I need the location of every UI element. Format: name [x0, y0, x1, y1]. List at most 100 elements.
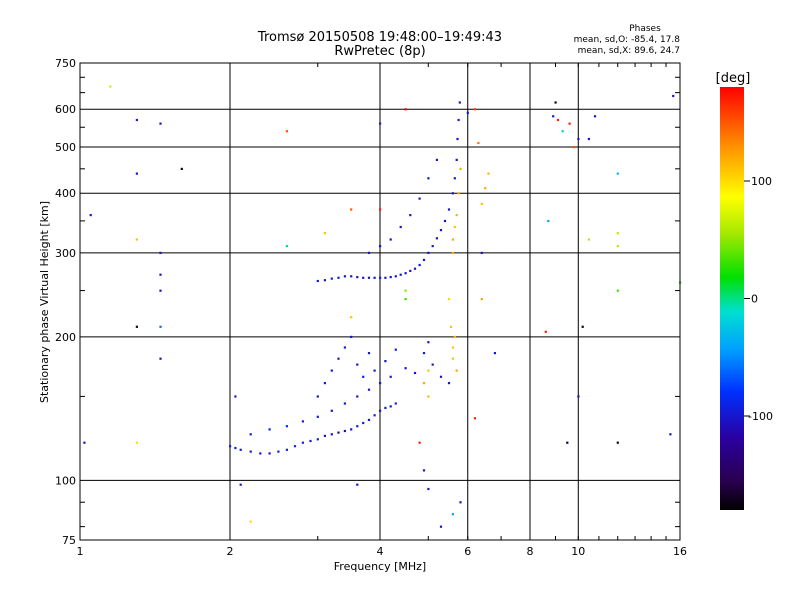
data-point	[561, 130, 564, 133]
data-point	[249, 520, 252, 523]
data-point	[552, 115, 555, 118]
data-point	[379, 245, 382, 248]
data-point	[473, 417, 476, 420]
data-point	[343, 402, 346, 405]
data-point	[293, 445, 297, 448]
data-point	[135, 325, 138, 328]
colorbar-tick-label: 100	[751, 175, 772, 188]
data-point	[616, 289, 619, 292]
data-point	[301, 441, 304, 444]
data-point	[379, 409, 382, 412]
data-point	[487, 172, 490, 175]
data-point	[404, 298, 407, 301]
data-point	[285, 448, 288, 451]
data-point	[285, 130, 288, 133]
data-point	[451, 192, 454, 195]
data-point	[456, 137, 459, 141]
data-point	[323, 382, 326, 385]
data-point	[159, 357, 162, 360]
colorbar: [deg] 100 0 -100	[716, 71, 773, 510]
colorbar-ticks: 100 0 -100	[744, 175, 773, 423]
data-point	[443, 219, 447, 223]
data-point	[616, 245, 619, 248]
data-point	[367, 251, 371, 254]
data-point	[350, 316, 353, 319]
y-tick-label: 300	[55, 247, 76, 260]
data-point	[616, 441, 619, 444]
data-point	[566, 441, 569, 444]
data-point	[404, 272, 407, 275]
x-tick-label: 1	[77, 545, 84, 558]
data-point	[109, 85, 112, 88]
data-point	[389, 375, 392, 378]
data-point	[356, 276, 359, 279]
data-point	[435, 158, 438, 161]
data-point	[399, 273, 402, 276]
data-point	[135, 118, 138, 122]
data-point	[427, 395, 430, 398]
data-point	[458, 101, 461, 104]
data-point	[577, 395, 580, 398]
data-point	[159, 289, 162, 292]
data-point	[453, 177, 456, 180]
data-point	[323, 434, 326, 437]
data-point	[451, 238, 454, 241]
data-point	[453, 335, 456, 338]
data-point	[672, 94, 675, 98]
data-point	[384, 360, 387, 363]
data-point	[409, 269, 412, 272]
data-point	[457, 192, 460, 195]
data-point	[439, 229, 443, 232]
data-point	[268, 452, 271, 455]
data-point	[451, 346, 454, 349]
y-tick-label: 200	[55, 331, 76, 344]
data-point	[316, 438, 319, 441]
data-point	[427, 341, 430, 344]
data-point	[367, 352, 371, 355]
data-point	[493, 352, 496, 355]
data-point	[418, 197, 421, 200]
data-point	[373, 414, 376, 417]
data-point	[384, 276, 387, 279]
data-point	[350, 275, 353, 278]
data-point	[389, 405, 392, 408]
x-tick-label: 4	[377, 545, 384, 558]
data-point	[473, 108, 476, 111]
data-point	[367, 388, 371, 391]
data-points	[83, 85, 682, 528]
data-point	[362, 276, 365, 279]
data-point	[422, 469, 426, 472]
data-point	[249, 433, 252, 436]
data-point	[427, 487, 430, 491]
data-point	[343, 429, 346, 433]
data-point	[379, 122, 382, 125]
data-point	[159, 273, 162, 276]
phase-stats-o: mean, sd,O: -85.4, 17.8	[574, 35, 681, 45]
data-point	[389, 276, 392, 279]
data-point	[404, 108, 407, 111]
data-point	[394, 348, 397, 351]
phase-stats-heading: Phases	[629, 24, 661, 34]
data-point	[350, 335, 353, 338]
data-point	[301, 420, 304, 423]
data-point	[669, 433, 672, 436]
data-point	[249, 450, 252, 453]
data-point	[379, 382, 382, 385]
data-point	[337, 357, 340, 360]
data-point	[404, 289, 407, 292]
data-point	[367, 418, 371, 421]
data-point	[451, 513, 454, 516]
data-point	[404, 367, 407, 370]
data-point	[447, 382, 451, 385]
data-point	[577, 137, 580, 141]
data-point	[259, 452, 262, 455]
chart-title: Tromsø 20150508 19:48:00–19:49:43	[257, 30, 502, 45]
data-point	[337, 431, 340, 434]
data-point	[135, 172, 138, 175]
data-point	[399, 225, 402, 229]
data-point	[480, 202, 483, 205]
data-point	[431, 363, 434, 366]
data-point	[277, 450, 280, 453]
data-point	[477, 141, 480, 145]
y-tick-label: 500	[55, 141, 76, 154]
